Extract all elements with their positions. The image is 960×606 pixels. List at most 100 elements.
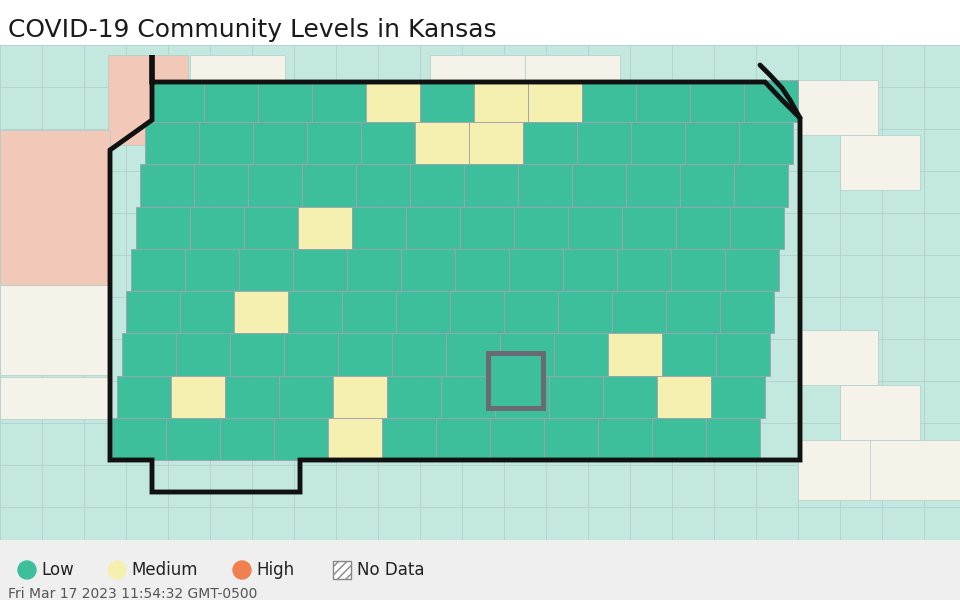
Bar: [490, 355, 542, 407]
Bar: [582, 80, 636, 122]
Bar: [0, 130, 110, 285]
Bar: [744, 80, 798, 122]
Bar: [401, 249, 455, 291]
Bar: [554, 333, 608, 376]
Bar: [347, 249, 401, 291]
Bar: [0, 45, 960, 545]
Circle shape: [18, 561, 36, 579]
Bar: [392, 333, 445, 376]
Bar: [229, 333, 283, 376]
Text: High: High: [256, 561, 294, 579]
Bar: [366, 80, 420, 122]
Bar: [631, 122, 685, 164]
Bar: [293, 249, 347, 291]
Bar: [112, 418, 166, 460]
Bar: [430, 55, 525, 100]
Bar: [608, 333, 661, 376]
Bar: [307, 122, 361, 164]
Bar: [671, 249, 725, 291]
Bar: [333, 376, 387, 418]
Bar: [661, 333, 715, 376]
Bar: [244, 207, 298, 249]
Bar: [253, 122, 307, 164]
Bar: [666, 291, 720, 333]
Bar: [257, 80, 312, 122]
Bar: [720, 291, 775, 333]
Bar: [171, 376, 225, 418]
Bar: [415, 122, 469, 164]
Bar: [734, 164, 788, 207]
Bar: [150, 80, 204, 122]
Bar: [343, 291, 396, 333]
Bar: [445, 333, 499, 376]
Bar: [135, 207, 190, 249]
Bar: [685, 122, 739, 164]
Bar: [288, 291, 343, 333]
Bar: [387, 376, 441, 418]
Bar: [681, 164, 734, 207]
Bar: [469, 122, 523, 164]
Bar: [798, 440, 878, 500]
Bar: [166, 418, 221, 460]
Bar: [473, 80, 528, 122]
Text: Fri Mar 17 2023 11:54:32 GMT-0500: Fri Mar 17 2023 11:54:32 GMT-0500: [8, 587, 257, 601]
Bar: [495, 376, 549, 418]
Bar: [715, 333, 770, 376]
Bar: [190, 55, 285, 100]
Bar: [572, 164, 626, 207]
Bar: [0, 377, 108, 419]
Bar: [730, 207, 783, 249]
Bar: [525, 55, 620, 100]
Text: COVID-19 Community Levels in Kansas: COVID-19 Community Levels in Kansas: [8, 18, 496, 42]
Bar: [504, 291, 559, 333]
Bar: [499, 333, 554, 376]
Bar: [406, 207, 460, 249]
Bar: [612, 291, 666, 333]
Bar: [396, 291, 450, 333]
Bar: [544, 418, 598, 460]
Bar: [122, 333, 176, 376]
Text: No Data: No Data: [357, 561, 424, 579]
Bar: [523, 122, 577, 164]
Bar: [249, 164, 302, 207]
Bar: [676, 207, 730, 249]
Text: Low: Low: [41, 561, 74, 579]
Bar: [617, 249, 671, 291]
Bar: [491, 418, 544, 460]
Bar: [798, 80, 878, 135]
Bar: [117, 376, 171, 418]
Bar: [190, 207, 244, 249]
Bar: [870, 440, 960, 500]
Bar: [225, 376, 279, 418]
Bar: [176, 333, 229, 376]
Bar: [145, 122, 199, 164]
Bar: [361, 122, 415, 164]
Bar: [279, 376, 333, 418]
Bar: [626, 164, 681, 207]
Text: Medium: Medium: [131, 561, 198, 579]
Bar: [194, 164, 249, 207]
Bar: [302, 164, 356, 207]
Bar: [653, 418, 707, 460]
Bar: [509, 249, 563, 291]
Bar: [486, 351, 546, 411]
Bar: [180, 291, 234, 333]
Bar: [707, 418, 760, 460]
Bar: [283, 333, 338, 376]
Bar: [528, 80, 582, 122]
Circle shape: [108, 561, 126, 579]
Bar: [798, 330, 878, 385]
Bar: [199, 122, 253, 164]
Bar: [312, 80, 366, 122]
Bar: [441, 376, 495, 418]
Bar: [328, 418, 382, 460]
Bar: [567, 207, 622, 249]
Bar: [840, 385, 920, 440]
Bar: [559, 291, 612, 333]
Bar: [437, 418, 491, 460]
Bar: [0, 540, 960, 600]
Bar: [275, 418, 328, 460]
Bar: [725, 249, 779, 291]
Bar: [739, 122, 793, 164]
Bar: [185, 249, 239, 291]
